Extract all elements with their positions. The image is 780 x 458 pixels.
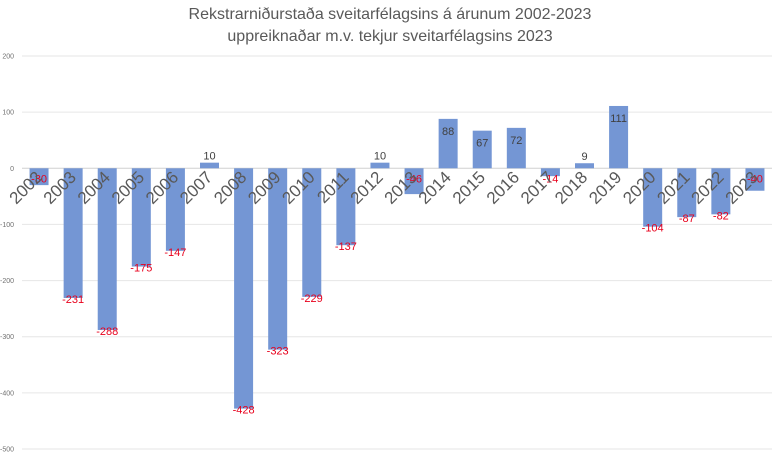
bar xyxy=(165,168,185,251)
data-label: -82 xyxy=(713,210,729,222)
bar xyxy=(745,168,765,191)
bar xyxy=(336,168,356,246)
bar xyxy=(540,168,560,177)
bar xyxy=(643,168,663,227)
data-label: 10 xyxy=(203,151,215,163)
bar xyxy=(711,168,731,215)
data-label: -30 xyxy=(31,173,47,185)
bar xyxy=(97,168,117,330)
x-tick-label: 2015 xyxy=(449,168,489,208)
y-tick-label: -200 xyxy=(0,278,14,285)
bar xyxy=(472,130,492,169)
data-label: -137 xyxy=(335,241,357,253)
data-label: -175 xyxy=(130,263,152,275)
data-label: -428 xyxy=(233,405,255,417)
data-label: -323 xyxy=(267,346,289,358)
bar xyxy=(438,118,458,169)
chart-title-line-2: uppreiknaðar m.v. tekjur sveitarfélagsin… xyxy=(227,28,553,45)
data-label: 10 xyxy=(374,151,386,163)
data-label: 88 xyxy=(442,126,454,138)
y-tick-label: 200 xyxy=(2,54,14,61)
bar xyxy=(677,168,697,218)
y-tick-label: 0 xyxy=(10,166,14,173)
bar xyxy=(302,168,322,297)
data-label: -14 xyxy=(542,173,558,185)
data-label: 9 xyxy=(581,151,587,163)
data-label: -231 xyxy=(62,294,84,306)
data-label: -104 xyxy=(642,223,664,235)
data-label: -229 xyxy=(301,293,323,305)
x-tick-label: 2019 xyxy=(585,168,625,208)
data-label: -40 xyxy=(747,173,763,185)
data-label: 67 xyxy=(476,138,488,150)
data-label: 111 xyxy=(610,113,627,125)
y-tick-label: 100 xyxy=(2,110,14,117)
y-tick-label: -100 xyxy=(0,222,14,229)
bar xyxy=(404,168,424,195)
bar xyxy=(506,127,526,169)
bar xyxy=(268,168,288,350)
data-label: -46 xyxy=(406,173,422,185)
bar xyxy=(200,162,219,169)
chart-title-line-1: Rekstrarniðurstaða sveitarfélagsins á ár… xyxy=(188,6,592,23)
y-tick-label: -500 xyxy=(0,447,14,454)
data-label: -147 xyxy=(164,247,186,259)
bar xyxy=(609,105,629,169)
data-label: -288 xyxy=(96,326,118,338)
bar xyxy=(575,163,594,169)
y-tick-label: -300 xyxy=(0,334,14,341)
bar xyxy=(29,168,49,186)
x-tick-label: 2016 xyxy=(483,168,523,208)
data-label: -87 xyxy=(679,213,695,225)
bar xyxy=(131,168,151,267)
data-label: 72 xyxy=(510,135,522,147)
bar xyxy=(63,168,83,298)
bar xyxy=(370,162,390,169)
bar xyxy=(234,168,254,409)
y-tick-label: -400 xyxy=(0,390,14,397)
